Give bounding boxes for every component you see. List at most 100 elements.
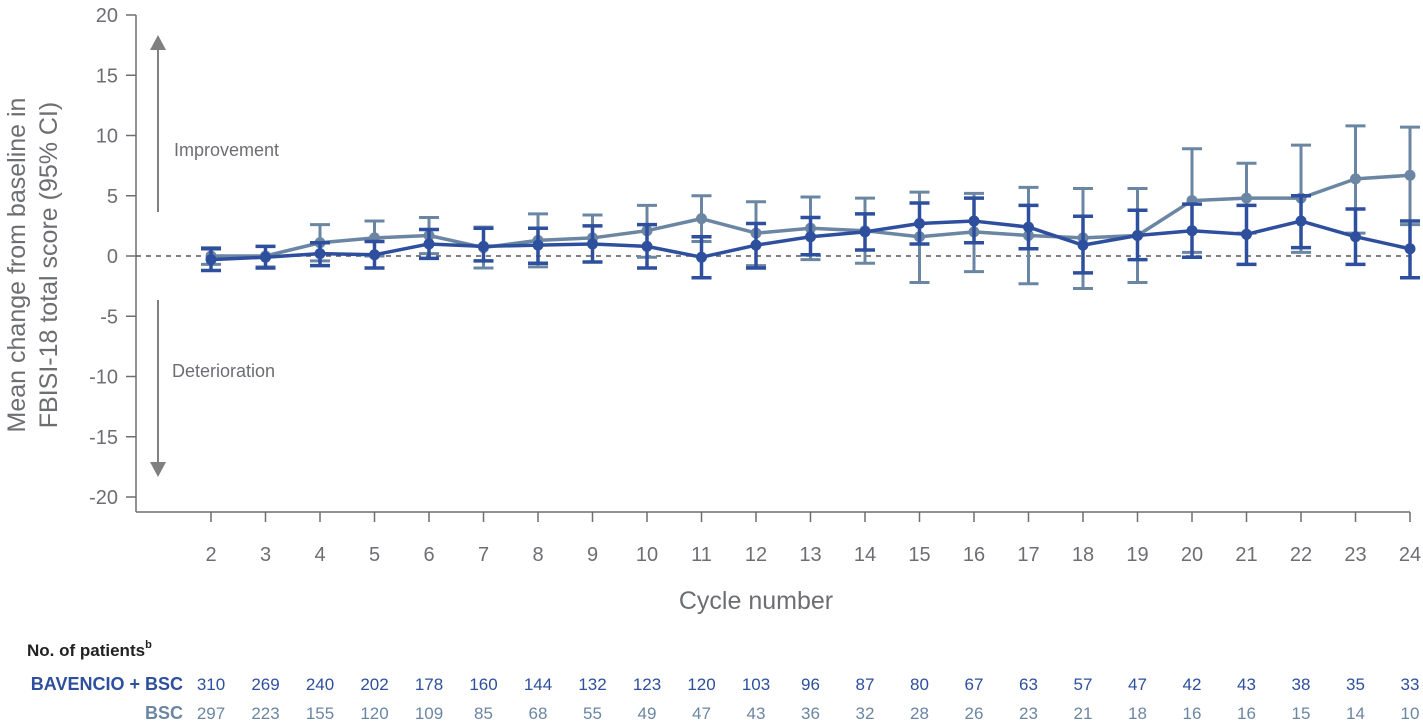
patients-count: 57 (1074, 675, 1093, 694)
series-bavencio (201, 194, 1420, 280)
y-tick-label: -10 (89, 367, 118, 389)
patients-count: 42 (1183, 675, 1202, 694)
patients-count: 28 (910, 704, 929, 723)
patients-count: 33 (1401, 675, 1420, 694)
y-tick-label: -15 (89, 427, 118, 449)
x-tick-label: 18 (1072, 544, 1094, 566)
x-tick-label: 22 (1290, 544, 1312, 566)
y-tick-label: 10 (96, 126, 118, 148)
x-tick-label: 3 (260, 544, 271, 566)
y-axis-title-line1: Mean change from baseline in (3, 98, 31, 433)
x-tick-label: 4 (314, 544, 325, 566)
data-point-bavencio (914, 217, 925, 229)
data-point-bavencio (423, 238, 435, 250)
patients-header: No. of patientsb (27, 639, 152, 660)
patients-count: 123 (633, 675, 661, 694)
patients-count: 35 (1346, 675, 1365, 694)
data-point-bavencio (859, 226, 871, 238)
patients-count: 26 (965, 704, 984, 723)
x-tick-label: 8 (532, 544, 543, 566)
patients-count: 16 (1237, 704, 1256, 723)
y-ticks: 20 15 10 5 0 -5 -10 -15 -20 (89, 5, 136, 509)
y-tick-label: 20 (96, 5, 118, 27)
data-point-bavencio (1132, 230, 1143, 242)
patients-count: 23 (1019, 704, 1038, 723)
patients-count: 55 (583, 704, 602, 723)
data-point-bavencio (1241, 228, 1252, 240)
patients-count: 21 (1074, 704, 1093, 723)
data-point-bavencio (805, 231, 816, 243)
data-point-bavencio (1023, 221, 1034, 233)
patients-count: 18 (1128, 704, 1147, 723)
x-axis-title: Cycle number (679, 587, 833, 615)
data-point-bavencio (205, 254, 217, 266)
patients-count: 144 (524, 675, 552, 694)
patients-count: 80 (910, 675, 929, 694)
patients-row-label: BSC (145, 703, 183, 723)
x-tick-label: 17 (1017, 544, 1039, 566)
patients-count: 36 (801, 704, 820, 723)
data-point-bsc (1350, 173, 1361, 185)
data-point-bavencio (696, 251, 707, 263)
x-tick-label: 9 (587, 544, 598, 566)
patients-count: 10 (1401, 704, 1420, 723)
x-tick-label: 20 (1181, 544, 1203, 566)
patients-count: 310 (197, 675, 225, 694)
patients-count: 63 (1019, 675, 1038, 694)
patients-count: 269 (251, 675, 279, 694)
patients-count: 160 (469, 675, 497, 694)
patients-count: 240 (306, 675, 334, 694)
x-tick-label: 2 (205, 544, 216, 566)
x-tick-label: 6 (423, 544, 434, 566)
patients-count: 67 (965, 675, 984, 694)
data-point-bavencio (1077, 239, 1089, 251)
data-point-bavencio (750, 239, 762, 251)
patients-count: 223 (251, 704, 279, 723)
x-tick-label: 10 (636, 544, 658, 566)
patients-count: 43 (747, 704, 766, 723)
direction-arrow (150, 35, 166, 477)
data-point-bsc (696, 213, 707, 225)
x-tick-label: 12 (745, 544, 767, 566)
patients-count: 14 (1346, 704, 1365, 723)
patients-table: BAVENCIO + BSC 310 269 240 202 178 160 144 132 12… (31, 674, 1420, 723)
x-tick-label: 11 (691, 544, 712, 566)
patients-count: 47 (692, 704, 711, 723)
patients-count: 103 (742, 675, 770, 694)
patients-count: 155 (306, 704, 334, 723)
patients-count: 297 (197, 704, 225, 723)
patients-count: 132 (578, 675, 606, 694)
patients-count: 47 (1128, 675, 1147, 694)
axes (135, 15, 1410, 513)
patients-count: 87 (856, 675, 875, 694)
data-point-bavencio (968, 215, 980, 227)
patients-count: 38 (1292, 675, 1311, 694)
data-point-bavencio (1404, 243, 1416, 255)
x-tick-label: 19 (1126, 544, 1148, 566)
y-tick-label: 15 (96, 65, 118, 87)
data-point-bavencio (641, 240, 653, 252)
data-point-bavencio (587, 238, 598, 250)
improvement-annotation: Improvement (174, 140, 279, 160)
patients-row-label: BAVENCIO + BSC (31, 674, 183, 694)
x-tick-label: 15 (908, 544, 930, 566)
x-tick-label: 13 (799, 544, 821, 566)
x-tick-label: 5 (369, 544, 380, 566)
x-tick-label: 7 (478, 544, 489, 566)
data-point-bsc (1404, 169, 1416, 181)
data-point-bavencio (1295, 215, 1307, 227)
x-tick-label: 23 (1344, 544, 1366, 566)
patients-count: 32 (856, 704, 875, 723)
x-ticks: 2 3 4 5 6 7 8 9 10 11 12 13 14 15 16 17 18 19 20 21 22 23 24 (205, 512, 1421, 566)
patients-count: 85 (474, 704, 493, 723)
data-point-bavencio (369, 249, 380, 261)
data-point-bavencio (314, 248, 326, 260)
patients-count: 109 (415, 704, 443, 723)
y-tick-label: 5 (107, 186, 118, 208)
data-point-bsc (1241, 192, 1252, 204)
patients-count: 178 (415, 675, 443, 694)
y-axis-title-line2: FBISI-18 total score (95% CI) (35, 102, 63, 429)
patients-count: 15 (1292, 704, 1311, 723)
deterioration-annotation: Deterioration (172, 361, 275, 381)
patients-count: 68 (529, 704, 548, 723)
